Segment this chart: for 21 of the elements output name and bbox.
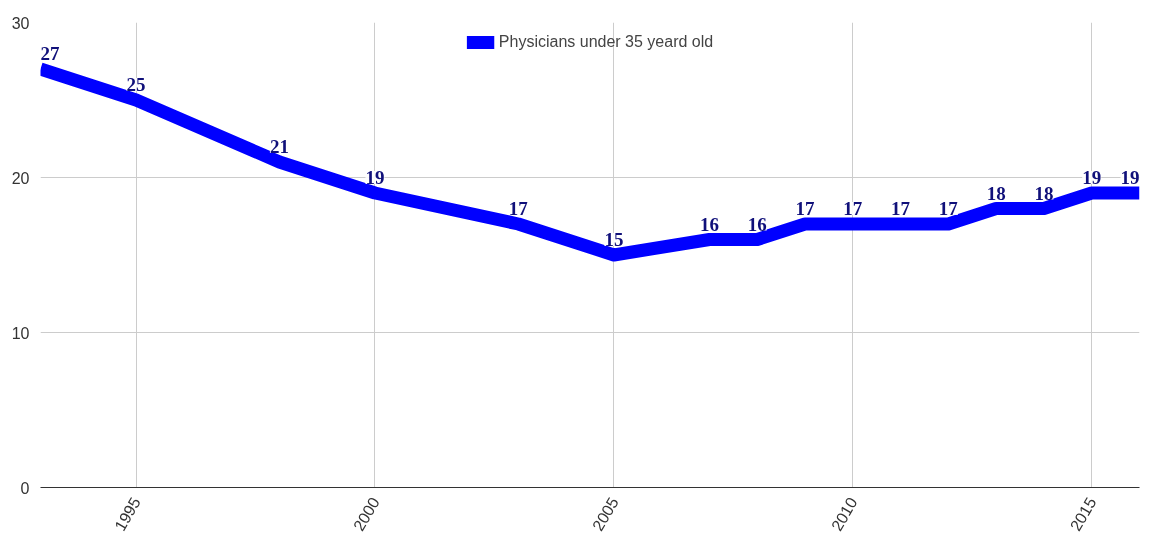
data-label: 19 (1082, 167, 1102, 188)
data-label: 15 (604, 229, 624, 250)
data-label: 17 (795, 198, 816, 219)
data-label: 16 (699, 213, 719, 235)
data-label: 18 (986, 182, 1006, 204)
data-label: 19 (1120, 167, 1140, 188)
data-label: 17 (891, 198, 911, 219)
y-tick-label: 30 (11, 14, 30, 32)
data-label: 25 (126, 74, 146, 95)
legend-label: Physicians under 35 yeard old (498, 33, 714, 51)
data-label: 17 (938, 198, 959, 219)
data-label: 27 (40, 43, 60, 64)
data-label: 19 (365, 167, 385, 188)
y-tick-label: 10 (11, 324, 30, 342)
data-label: 17 (843, 198, 863, 219)
y-tick-label: 0 (20, 479, 30, 497)
data-label: 16 (747, 213, 767, 235)
data-label: 17 (508, 198, 529, 219)
y-tick-label: 20 (11, 169, 30, 187)
data-label: 18 (1034, 182, 1054, 204)
data-label: 21 (269, 136, 289, 157)
